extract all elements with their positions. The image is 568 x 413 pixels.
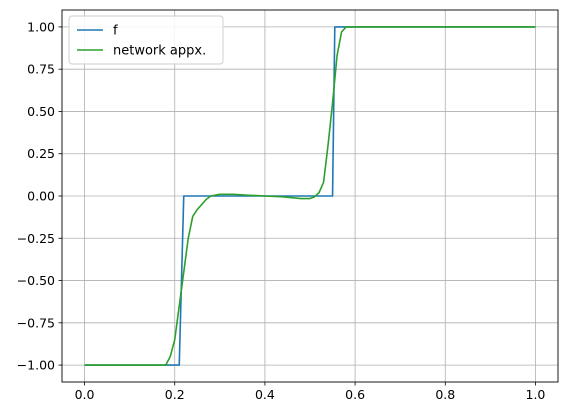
y-axis: −1.00 −0.75 −0.50 −0.25 0.00 0.25 0.50 0.75 1.00 — [17, 19, 62, 373]
x-tick-label: 0.8 — [435, 387, 455, 402]
y-tick-label: −0.50 — [17, 273, 55, 288]
x-tick-label: 1.0 — [526, 387, 546, 402]
y-tick-label: 1.00 — [27, 19, 55, 34]
y-tick-label: −0.25 — [17, 231, 55, 246]
y-tick-label: 0.50 — [27, 104, 55, 119]
x-tick-label: 0.0 — [75, 387, 95, 402]
y-tick-label: −1.00 — [17, 358, 55, 373]
x-tick-label: 0.4 — [255, 387, 275, 402]
y-tick-label: −0.75 — [17, 315, 55, 330]
legend: f network appx. — [68, 15, 224, 65]
legend-label-0: f — [113, 24, 118, 39]
x-axis: 0.0 0.2 0.4 0.6 0.8 1.0 — [75, 382, 546, 402]
x-tick-label: 0.6 — [345, 387, 365, 402]
legend-label-1: network appx. — [113, 44, 206, 59]
y-tick-label: 0.25 — [27, 146, 55, 161]
y-tick-label: 0.75 — [27, 62, 55, 77]
x-tick-label: 0.2 — [165, 387, 185, 402]
legend-box — [68, 15, 224, 65]
series-layer — [84, 26, 536, 366]
series-line-1 — [84, 26, 536, 366]
y-tick-label: 0.00 — [27, 189, 55, 204]
